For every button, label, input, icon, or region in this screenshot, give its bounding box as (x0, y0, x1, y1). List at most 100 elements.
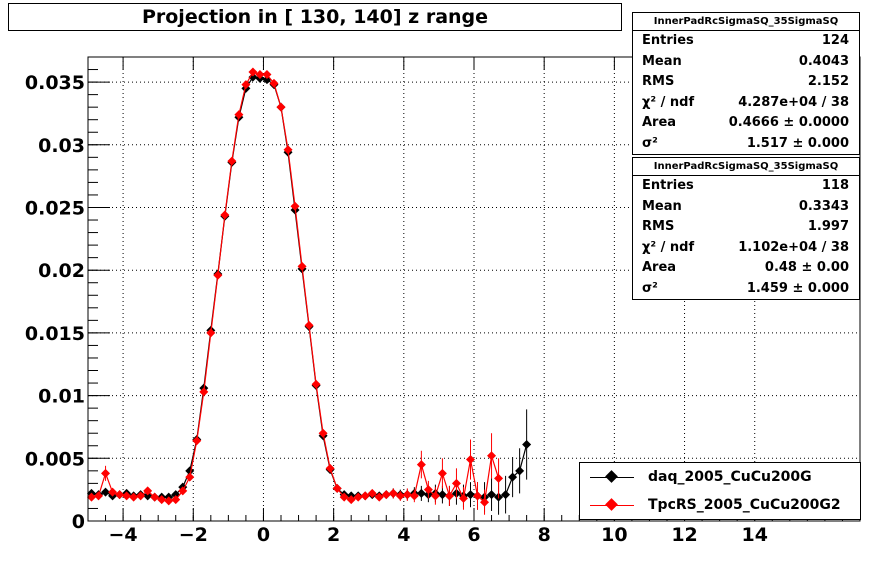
data-point (101, 468, 111, 478)
chart-title: Projection in [ 130, 140] z range (8, 3, 622, 31)
data-point (143, 486, 153, 496)
data-point (501, 490, 511, 500)
y-tick-label: 0.03 (38, 135, 85, 157)
plot-frame (87, 56, 861, 522)
data-point (388, 488, 398, 498)
stats-row-area: Area 0.48 ± 0.00 (642, 260, 849, 275)
data-point (465, 490, 475, 500)
data-point (178, 486, 188, 496)
data-point (458, 493, 468, 503)
data-point (206, 328, 216, 338)
y-tick-label: 0.02 (38, 260, 85, 282)
data-point (360, 491, 370, 501)
data-point (94, 491, 104, 501)
data-point (234, 110, 244, 120)
stats-row-mean: Mean 0.4043 (642, 53, 849, 69)
data-point (473, 491, 483, 501)
data-point (248, 72, 258, 82)
legend: daq_2005_CuCu200G TpcRS_2005_CuCu200G2 (579, 462, 861, 520)
data-point (213, 270, 223, 280)
data-point (437, 490, 447, 500)
x-tick-label: 0 (257, 524, 270, 546)
data-point (318, 428, 328, 438)
data-point (283, 145, 293, 155)
data-point (311, 379, 321, 389)
data-point (430, 491, 440, 501)
data-point (269, 78, 279, 88)
x-tick-label: 4 (397, 524, 410, 546)
diamond-marker-icon (605, 470, 618, 483)
stats-box-tpcrs: InnerPadRcSigmaSQ_35SigmaSQ Entries 118 M… (632, 157, 860, 300)
data-point (220, 210, 230, 220)
data-point (276, 102, 286, 112)
data-point (192, 436, 202, 446)
y-tick-label: 0.005 (25, 448, 85, 470)
y-tick-label: 0.01 (38, 386, 85, 408)
data-point (304, 320, 314, 330)
data-point (101, 487, 111, 497)
data-point (416, 488, 426, 498)
data-point (480, 497, 490, 507)
stats-row-entries: Entries 124 (642, 33, 849, 48)
data-point (122, 491, 132, 501)
data-point (150, 492, 160, 502)
data-point (185, 472, 195, 482)
stats-row-chi2: χ² / ndf 1.102e+04 / 38 (642, 239, 849, 255)
data-point (262, 70, 272, 80)
data-point (515, 466, 525, 476)
stats-row-area: Area 0.4666 ± 0.0000 (642, 115, 849, 130)
x-tick-label: −2 (179, 524, 208, 546)
stats-row-chi2: χ² / ndf 4.287e+04 / 38 (642, 94, 849, 110)
data-point (381, 490, 391, 500)
legend-entry-daq: daq_2005_CuCu200G (580, 465, 860, 491)
data-point (444, 491, 454, 501)
data-point (402, 490, 412, 500)
data-point (136, 491, 146, 501)
x-tick-label: 12 (671, 524, 697, 546)
x-tick-label: 8 (538, 524, 551, 546)
data-point (290, 201, 300, 211)
stats-box-name: InnerPadRcSigmaSQ_35SigmaSQ (633, 13, 859, 31)
data-point (409, 491, 419, 501)
data-point (487, 451, 497, 461)
data-point (87, 492, 97, 502)
y-tick-label: 0.035 (25, 72, 85, 94)
stats-row-entries: Entries 118 (642, 178, 849, 193)
data-point (339, 492, 349, 502)
data-point (395, 491, 405, 501)
diamond-marker-icon (605, 498, 618, 511)
x-tick-label: 10 (601, 524, 627, 546)
data-point (164, 496, 174, 506)
x-tick-label: 6 (467, 524, 480, 546)
stats-box-name: InnerPadRcSigmaSQ_35SigmaSQ (633, 158, 859, 176)
data-point (367, 488, 377, 498)
y-tick-label: 0.025 (25, 197, 85, 219)
data-point (332, 483, 342, 493)
data-point (508, 472, 518, 482)
data-point (416, 460, 426, 470)
legend-label: daq_2005_CuCu200G (648, 469, 812, 485)
y-tick-label: 0 (72, 511, 85, 533)
stats-box-daq: InnerPadRcSigmaSQ_35SigmaSQ Entries 124 M… (632, 12, 860, 155)
data-point (171, 495, 181, 505)
data-point (346, 495, 356, 505)
data-point (325, 463, 335, 473)
data-point (437, 468, 447, 478)
data-point (451, 478, 461, 488)
stats-row-rms: RMS 1.997 (642, 219, 849, 234)
stats-row-rms: RMS 2.152 (642, 74, 849, 89)
data-point (487, 490, 497, 500)
x-tick-label: 14 (742, 524, 768, 546)
data-point (522, 440, 532, 450)
legend-label: TpcRS_2005_CuCu200G2 (648, 497, 841, 513)
data-point (297, 261, 307, 271)
data-point (248, 67, 258, 77)
data-point (423, 485, 433, 495)
data-point (255, 70, 265, 80)
data-point (199, 387, 209, 397)
y-tick-label: 0.015 (25, 323, 85, 345)
data-point (241, 80, 251, 90)
stats-row-sigma2: σ² 1.459 ± 0.000 (642, 280, 849, 296)
data-point (115, 490, 125, 500)
x-tick-label: 2 (327, 524, 340, 546)
